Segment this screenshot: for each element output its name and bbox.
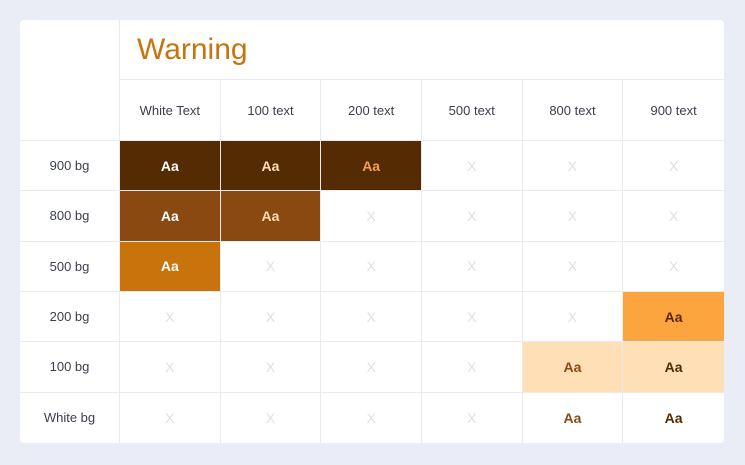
contrast-sample: Aa — [321, 141, 422, 192]
fail-mark: X — [120, 342, 221, 393]
fail-mark: X — [623, 242, 724, 292]
column-header: 800 text — [522, 80, 624, 141]
column-header: 200 text — [321, 80, 422, 141]
fail-mark: X — [522, 191, 624, 242]
column-header: White Text — [120, 80, 221, 141]
contrast-sample: Aa — [623, 291, 724, 343]
fail-mark: X — [220, 241, 322, 292]
contrast-grid: Warning White Text 100 text 200 text 500 te… — [20, 20, 724, 443]
fail-mark: X — [120, 291, 221, 343]
fail-mark: X — [421, 241, 523, 292]
row-header: 100 bg — [20, 342, 120, 393]
row-header: 200 bg — [20, 291, 120, 343]
fail-mark: X — [421, 291, 523, 343]
fail-mark: X — [220, 342, 322, 393]
fail-mark: X — [522, 241, 624, 292]
fail-mark: X — [421, 342, 523, 393]
contrast-sample: Aa — [120, 141, 221, 192]
contrast-sample: Aa — [623, 342, 724, 393]
fail-mark: X — [522, 291, 624, 343]
fail-mark: X — [321, 241, 422, 292]
column-header: 100 text — [220, 80, 322, 141]
contrast-sample: Aa — [220, 191, 322, 242]
row-header: 900 bg — [20, 141, 120, 192]
corner-cell — [20, 20, 120, 141]
contrast-sample: Aa — [120, 241, 221, 292]
column-header: 900 text — [623, 80, 724, 141]
fail-mark: X — [421, 141, 523, 192]
contrast-sample: Aa — [220, 141, 322, 192]
fail-mark: X — [221, 392, 322, 443]
fail-mark: X — [422, 392, 523, 443]
fail-mark: X — [623, 141, 724, 192]
fail-mark: X — [321, 342, 422, 393]
fail-mark: X — [623, 191, 724, 242]
fail-mark: X — [321, 191, 422, 242]
row-header: 800 bg — [20, 191, 120, 242]
contrast-sample: Aa — [522, 342, 624, 393]
contrast-card: Warning White Text 100 text 200 text 500 te… — [20, 20, 724, 443]
fail-mark: X — [421, 191, 523, 242]
fail-mark: X — [321, 392, 422, 443]
fail-mark: X — [220, 291, 322, 343]
row-header: White bg — [20, 392, 120, 443]
fail-mark: X — [321, 291, 422, 343]
contrast-sample: Aa — [522, 392, 624, 443]
page-title: Warning — [120, 20, 724, 80]
fail-mark: X — [120, 392, 221, 443]
contrast-sample: Aa — [120, 191, 221, 242]
fail-mark: X — [522, 141, 624, 192]
row-header: 500 bg — [20, 241, 120, 292]
column-header: 500 text — [421, 80, 523, 141]
contrast-sample: Aa — [623, 392, 724, 443]
